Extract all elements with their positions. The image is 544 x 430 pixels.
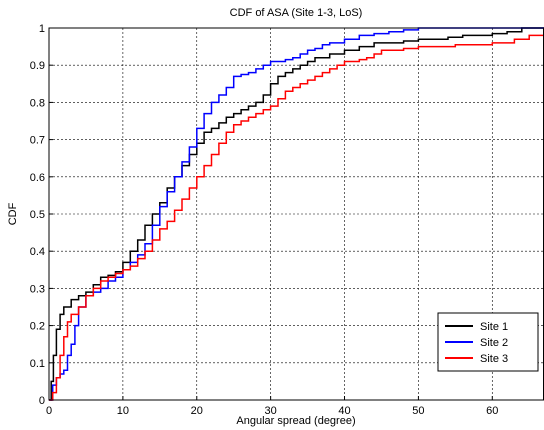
x-tick-label: 40 [338, 405, 350, 417]
y-tick-label: 0.7 [30, 135, 45, 147]
y-tick-label: 0.2 [30, 321, 45, 333]
y-tick-label: 0.1 [30, 358, 45, 370]
x-tick-label: 30 [265, 405, 277, 417]
legend-label-2: Site 2 [480, 337, 508, 349]
series-lines [49, 27, 544, 401]
x-tick-label: 10 [117, 405, 129, 417]
x-tick-label: 20 [191, 405, 203, 417]
y-tick-label: 1 [39, 23, 45, 35]
legend: Site 1 Site 2 Site 3 [437, 312, 539, 372]
grid-lines [49, 28, 544, 400]
legend-label-1: Site 1 [480, 321, 508, 333]
chart-title: CDF of ASA (Site 1-3, LoS) [230, 7, 363, 19]
x-tick-label: 60 [486, 405, 498, 417]
x-tick-label: 50 [412, 405, 424, 417]
tick-labels: 0 10 20 30 40 50 60 0 0.1 0.2 0.3 0.4 0.5 0.6 0.7 0.8 0.… [30, 23, 499, 417]
legend-label-3: Site 3 [480, 353, 508, 365]
y-tick-label: 0 [39, 395, 45, 407]
y-tick-label: 0.8 [30, 97, 45, 109]
x-axis-label: Angular spread (degree) [236, 415, 355, 427]
y-tick-label: 0.9 [30, 60, 45, 72]
y-tick-label: 0.4 [30, 246, 45, 258]
y-tick-label: 0.5 [30, 209, 45, 221]
x-tick-label: 0 [46, 405, 52, 417]
y-tick-label: 0.3 [30, 283, 45, 295]
series-line-3 [49, 31, 544, 401]
y-axis-label: CDF [7, 202, 19, 225]
y-tick-label: 0.6 [30, 172, 45, 184]
